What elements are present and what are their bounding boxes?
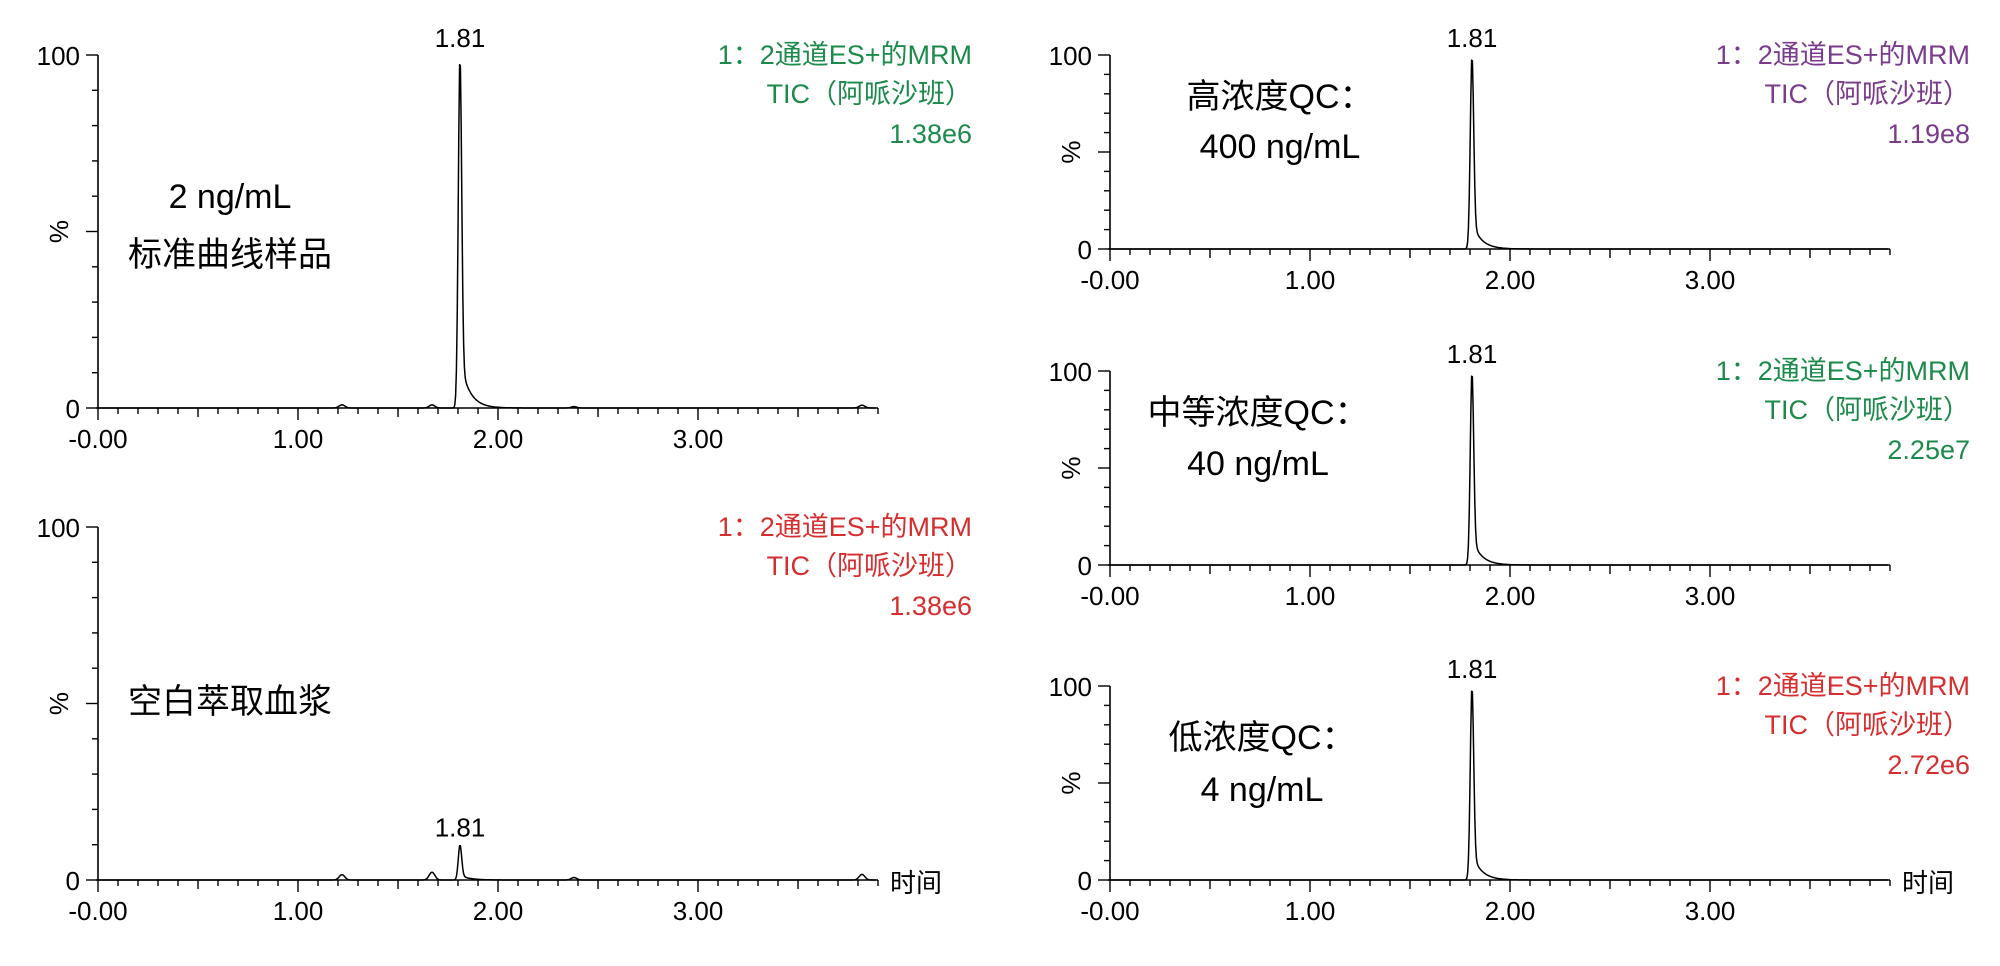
- sample-label: 高浓度QC：: [1187, 78, 1374, 116]
- channel-legend: TIC（阿哌沙班）: [1765, 395, 1971, 425]
- x-tick-label: 3.00: [673, 896, 724, 926]
- peak-label: 1.81: [1447, 23, 1498, 53]
- x-axis-label: 时间: [1902, 868, 1954, 898]
- channel-legend: TIC（阿哌沙班）: [767, 551, 973, 581]
- y-tick-label: 100: [1049, 672, 1092, 702]
- channel-legend: TIC（阿哌沙班）: [767, 79, 973, 109]
- x-tick-label: 2.00: [1485, 896, 1536, 926]
- sample-label: 2 ng/mL: [169, 178, 292, 216]
- x-tick-label: 1.00: [1285, 896, 1336, 926]
- y-tick-label: 100: [1049, 357, 1092, 387]
- x-tick-label: 1.00: [1285, 581, 1336, 611]
- chromatogram-trace: [1110, 375, 1890, 566]
- x-tick-label: 2.00: [1485, 581, 1536, 611]
- channel-legend: 1：2通道ES+的MRM: [1716, 40, 1970, 70]
- chromatogram-trace: [98, 844, 878, 881]
- chromatogram-panel-4: 100 0% -0.00 1.00 2.00 3.00 1.81 中等浓度QC： 40 ng/m…: [1049, 339, 1970, 611]
- x-tick-label: -0.00: [68, 424, 127, 454]
- channel-legend: 1.38e6: [889, 591, 972, 621]
- y-axis-label: %: [44, 692, 74, 715]
- peak-label: 1.81: [1447, 654, 1498, 684]
- channel-legend: 1：2通道ES+的MRM: [718, 40, 972, 70]
- x-tick-label: -0.00: [1080, 896, 1139, 926]
- x-tick-label: 3.00: [673, 424, 724, 454]
- x-tick-label: -0.00: [1080, 265, 1139, 295]
- x-tick-label: -0.00: [68, 896, 127, 926]
- x-tick-label: 1.00: [273, 424, 324, 454]
- x-tick-label: 3.00: [1685, 581, 1736, 611]
- y-tick-label: 100: [37, 41, 80, 71]
- channel-legend: 2.72e6: [1887, 750, 1970, 780]
- y-axis-label: %: [1056, 771, 1086, 794]
- y-tick-label: 0: [1078, 866, 1092, 896]
- channel-legend: 1.19e8: [1887, 119, 1970, 149]
- chromatogram-trace: [98, 63, 878, 409]
- x-tick-label: 3.00: [1685, 265, 1736, 295]
- channel-legend: 1：2通道ES+的MRM: [1716, 356, 1970, 386]
- channel-legend: TIC（阿哌沙班）: [1765, 79, 1971, 109]
- chromatogram-panel-1: 100 0% -0.00 1.00 2.00 3.00 1.81 2 ng/mL 标准曲线样品 1…: [37, 23, 972, 454]
- sample-label: 400 ng/mL: [1200, 128, 1361, 166]
- chromatogram-panel-2: 100 0% -0.00 1.00 2.00 3.00 时间 1.81 空白萃取血浆 1：2通道E…: [37, 512, 972, 926]
- x-tick-label: 2.00: [473, 424, 524, 454]
- x-tick-label: -0.00: [1080, 581, 1139, 611]
- sample-label: 空白萃取血浆: [128, 683, 332, 721]
- sample-label: 中等浓度QC：: [1148, 394, 1369, 432]
- y-axis-label: %: [1056, 140, 1086, 163]
- sample-label: 40 ng/mL: [1187, 445, 1329, 483]
- y-tick-label: 0: [1078, 551, 1092, 581]
- chromatogram-panel-3: 100 0% -0.00 1.00 2.00 3.00 1.81 高浓度QC： 400 ng/m…: [1049, 23, 1970, 295]
- y-tick-label: 100: [1049, 41, 1092, 71]
- x-tick-label: 1.00: [273, 896, 324, 926]
- chromatogram-panel-5: 100 0% -0.00 1.00 2.00 3.00 时间 1.81 低浓度QC： 4 ng/m…: [1049, 654, 1970, 926]
- y-axis-label: %: [1056, 456, 1086, 479]
- x-tick-label: 2.00: [1485, 265, 1536, 295]
- y-tick-label: 0: [66, 394, 80, 424]
- peak-label: 1.81: [435, 813, 486, 843]
- y-axis-label: %: [44, 220, 74, 243]
- peak-label: 1.81: [1447, 339, 1498, 369]
- channel-legend: TIC（阿哌沙班）: [1765, 710, 1971, 740]
- channel-legend: 2.25e7: [1887, 435, 1970, 465]
- sample-label: 低浓度QC：: [1169, 719, 1356, 757]
- channel-legend: 1：2通道ES+的MRM: [718, 512, 972, 542]
- channel-legend: 1.38e6: [889, 119, 972, 149]
- y-tick-label: 100: [37, 513, 80, 543]
- y-tick-label: 0: [66, 866, 80, 896]
- x-tick-label: 2.00: [473, 896, 524, 926]
- chromatogram-trace: [1110, 690, 1890, 881]
- y-tick-label: 0: [1078, 235, 1092, 265]
- x-tick-label: 1.00: [1285, 265, 1336, 295]
- x-tick-label: 3.00: [1685, 896, 1736, 926]
- channel-legend: 1：2通道ES+的MRM: [1716, 671, 1970, 701]
- peak-label: 1.81: [435, 23, 486, 53]
- chromatogram-trace: [1110, 59, 1890, 250]
- sample-label: 标准曲线样品: [128, 236, 332, 274]
- x-axis-label: 时间: [890, 868, 942, 898]
- sample-label: 4 ng/mL: [1201, 771, 1324, 809]
